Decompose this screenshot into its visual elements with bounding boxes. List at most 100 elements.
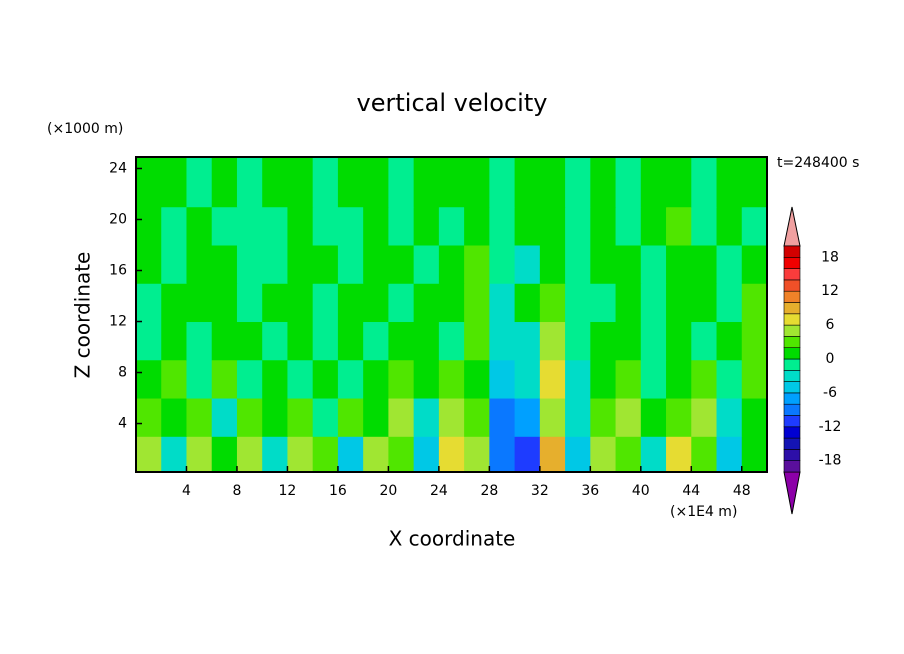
contour-cell: [337, 321, 364, 361]
contour-cell: [312, 398, 339, 437]
contour-cell: [262, 398, 288, 437]
x-tick-label: 4: [182, 483, 191, 499]
contour-cell: [590, 321, 617, 361]
contour-cell: [438, 321, 465, 361]
contour-cell: [615, 436, 642, 473]
contour-cell: [413, 398, 440, 437]
contour-cell: [186, 206, 213, 246]
contour-cell: [539, 359, 566, 399]
contour-cell: [337, 283, 364, 323]
contour-cell: [363, 321, 389, 361]
contour-cell: [590, 157, 617, 208]
contour-cell: [691, 283, 718, 323]
contour-cell: [262, 206, 288, 246]
contour-cell: [716, 206, 743, 246]
contour-cell: [666, 244, 692, 284]
contour-cell: [666, 321, 692, 361]
contour-cell: [539, 398, 566, 437]
contour-cell: [413, 157, 440, 208]
x-tick-label: 20: [379, 483, 397, 499]
contour-cell: [211, 359, 238, 399]
x-tick-label: 12: [279, 483, 297, 499]
contour-cell: [388, 321, 415, 361]
contour-cell: [363, 359, 389, 399]
contour-cell: [186, 157, 213, 208]
contour-cell: [186, 436, 213, 473]
colorbar-band: [783, 437, 801, 450]
contour-cell: [236, 321, 263, 361]
contour-cell: [161, 206, 187, 246]
contour-cell: [363, 398, 389, 437]
colorbar-band: [783, 358, 801, 371]
contour-cell: [186, 359, 213, 399]
contour-cell: [514, 157, 541, 208]
y-tick-label: 12: [109, 314, 127, 330]
contour-cell: [388, 206, 415, 246]
contour-cell: [438, 206, 465, 246]
contour-cell: [716, 436, 743, 473]
contour-cell: [691, 398, 718, 437]
contour-cell: [565, 436, 591, 473]
contour-cell: [716, 157, 743, 208]
contour-cell: [741, 283, 768, 323]
contour-cell: [741, 244, 768, 284]
contour-cell: [565, 206, 591, 246]
contour-cell: [464, 283, 490, 323]
contour-cell: [615, 157, 642, 208]
colorbar-band: [783, 347, 801, 360]
contour-cell: [161, 321, 187, 361]
contour-cell: [161, 283, 187, 323]
x-tick-label: 36: [581, 483, 599, 499]
colorbar-band: [783, 403, 801, 416]
contour-cell: [615, 244, 642, 284]
contour-cell: [287, 436, 314, 473]
contour-cell: [691, 157, 718, 208]
contour-cell: [640, 398, 667, 437]
colorbar-label: -12: [819, 419, 842, 435]
contour-cell: [161, 157, 187, 208]
contour-cell: [287, 157, 314, 208]
contour-cell: [590, 206, 617, 246]
contour-cell: [565, 359, 591, 399]
contour-cell: [312, 206, 339, 246]
contour-cell: [489, 398, 516, 437]
contour-cell: [514, 359, 541, 399]
contour-cell: [337, 244, 364, 284]
contour-cell: [514, 244, 541, 284]
contour-cell: [514, 321, 541, 361]
contour-cell: [363, 206, 389, 246]
contour-cell: [615, 398, 642, 437]
contour-cell: [741, 359, 768, 399]
contour-cell: [464, 206, 490, 246]
contour-cell: [615, 283, 642, 323]
contour-cell: [236, 157, 263, 208]
contour-cell: [539, 283, 566, 323]
contour-cell: [565, 244, 591, 284]
contour-cell: [640, 244, 667, 284]
contour-cell: [741, 436, 768, 473]
contour-cell: [464, 436, 490, 473]
contour-cell: [363, 157, 389, 208]
colorbar-band: [783, 313, 801, 326]
contour-cell: [741, 321, 768, 361]
contour-cell: [312, 244, 339, 284]
contour-cell: [539, 244, 566, 284]
contour-cell: [136, 283, 162, 323]
contour-cell: [136, 436, 162, 473]
colorbar-label: -18: [819, 453, 842, 469]
contour-cell: [438, 283, 465, 323]
contour-cell: [262, 244, 288, 284]
contour-cell: [211, 436, 238, 473]
contour-cell: [565, 398, 591, 437]
contour-cell: [161, 359, 187, 399]
contour-cell: [211, 398, 238, 437]
contour-cell: [337, 436, 364, 473]
contour-cell: [312, 436, 339, 473]
contour-cell: [666, 206, 692, 246]
colorbar-band: [783, 268, 801, 281]
contour-cell: [539, 436, 566, 473]
contour-cell: [438, 398, 465, 437]
contour-cell: [489, 359, 516, 399]
